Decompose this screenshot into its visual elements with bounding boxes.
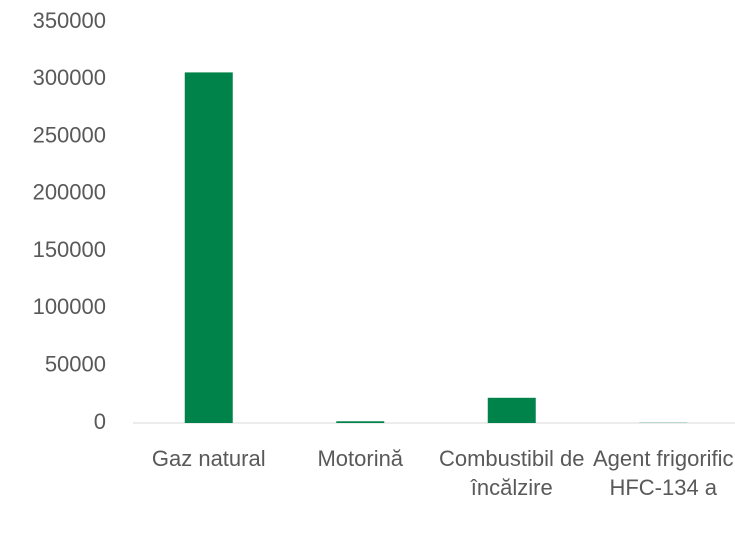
y-tick-label: 100000 <box>33 294 106 319</box>
bar <box>487 397 536 423</box>
x-tick-label: Combustibil de încălzire <box>438 446 585 500</box>
x-tick-label: Gaz natural <box>151 446 266 471</box>
x-tick-label: Motorină <box>317 446 404 471</box>
y-tick-label: 200000 <box>33 180 106 205</box>
y-tick-label: 350000 <box>33 8 106 33</box>
bar <box>336 421 385 423</box>
y-tick-label: 250000 <box>33 122 106 147</box>
y-tick-label: 50000 <box>45 352 106 377</box>
y-tick-label: 300000 <box>33 65 106 90</box>
bar <box>184 72 233 423</box>
x-tick-label: Agent frigorific HFC-134 a <box>592 446 734 500</box>
y-tick-label: 150000 <box>33 237 106 262</box>
y-tick-label: 0 <box>94 409 106 434</box>
